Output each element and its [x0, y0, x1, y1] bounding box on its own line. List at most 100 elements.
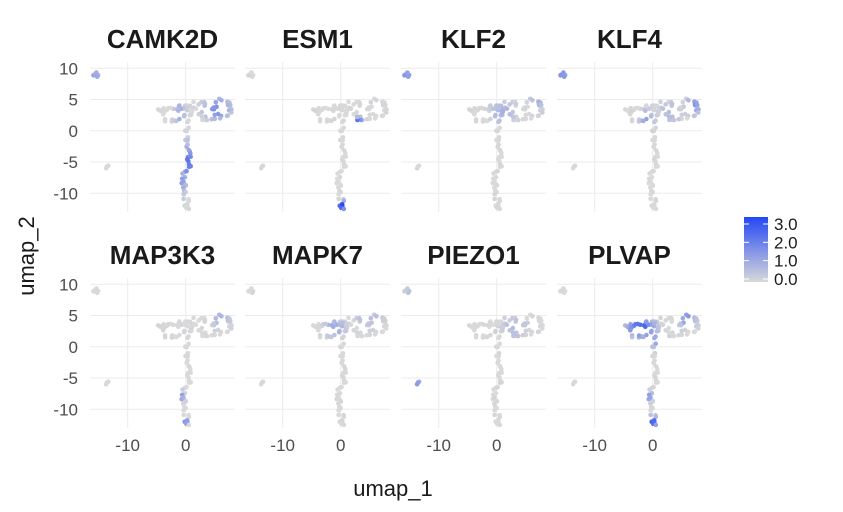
- data-point: [229, 110, 234, 115]
- data-point: [653, 164, 659, 170]
- data-point: [213, 316, 219, 321]
- data-point: [679, 112, 684, 118]
- data-point: [367, 328, 373, 334]
- data-point: [212, 328, 217, 334]
- panel-map3k3: MAP3K3 10 5 0 -5 -10 -10 0: [53, 240, 235, 455]
- data-point: [340, 137, 346, 143]
- data-point: [366, 321, 371, 326]
- data-point: [405, 70, 410, 75]
- data-point: [186, 334, 191, 339]
- data-point: [496, 353, 502, 359]
- data-point: [472, 328, 477, 333]
- data-point: [696, 326, 701, 331]
- data-point: [335, 387, 340, 392]
- data-point: [341, 380, 347, 386]
- data-point: [335, 171, 340, 176]
- data-point: [379, 113, 385, 119]
- data-point: [348, 322, 354, 328]
- data-point: [200, 114, 205, 120]
- data-point: [497, 118, 502, 123]
- data-point: [472, 112, 477, 117]
- data-point: [492, 191, 497, 197]
- data-point: [343, 370, 349, 376]
- data-point: [651, 128, 656, 134]
- data-point: [188, 154, 193, 159]
- data-point: [336, 191, 341, 197]
- data-point: [185, 358, 190, 363]
- data-point: [492, 407, 497, 413]
- data-point: [228, 318, 233, 324]
- data-point: [629, 118, 635, 124]
- data-point: [695, 318, 700, 324]
- data-point: [669, 317, 675, 323]
- data-point: [522, 321, 527, 326]
- data-point: [184, 128, 189, 134]
- y-tick-label: -5: [63, 369, 78, 388]
- y-tick-label: 0: [69, 122, 78, 141]
- data-point: [180, 171, 185, 176]
- data-point: [488, 116, 493, 122]
- data-point: [676, 116, 682, 122]
- data-point: [162, 334, 168, 340]
- data-point: [644, 116, 649, 122]
- data-point: [530, 314, 535, 319]
- data-point: [354, 325, 360, 331]
- data-point: [374, 314, 379, 319]
- data-point: [341, 422, 347, 428]
- legend-label: 1.0: [774, 252, 798, 271]
- data-point: [185, 320, 190, 326]
- data-point: [652, 320, 657, 326]
- data-point: [648, 395, 653, 401]
- data-point: [332, 319, 337, 324]
- data-point: [524, 100, 530, 105]
- data-point: [374, 98, 379, 103]
- panel-camk2d: CAMK2D 10 5 0 -5 -10: [53, 24, 235, 212]
- data-point: [316, 112, 321, 117]
- data-point: [193, 322, 199, 328]
- data-point: [502, 99, 507, 105]
- panel-piezo1: PIEZO1 -10 0: [401, 240, 546, 455]
- data-point: [317, 118, 323, 124]
- data-point: [651, 384, 656, 390]
- data-point: [348, 106, 354, 111]
- legend-label: 2.0: [774, 233, 798, 252]
- data-point: [497, 164, 503, 170]
- data-point: [473, 118, 479, 124]
- data-point: [94, 286, 99, 291]
- data-point: [364, 116, 370, 122]
- data-point: [181, 196, 186, 202]
- data-point: [177, 319, 182, 324]
- x-tick-label: 0: [648, 436, 657, 455]
- data-point: [510, 109, 516, 115]
- data-point: [340, 320, 346, 326]
- data-point: [339, 168, 344, 174]
- data-point: [667, 114, 672, 120]
- data-point: [653, 422, 659, 428]
- data-point: [513, 317, 519, 323]
- data-point: [331, 108, 336, 114]
- data-point: [186, 206, 192, 212]
- data-point: [530, 98, 535, 103]
- data-point: [511, 114, 516, 120]
- data-point: [495, 168, 500, 174]
- data-point: [644, 332, 649, 338]
- data-point: [511, 330, 516, 336]
- data-point: [678, 105, 683, 110]
- x-tick-label: -10: [115, 436, 140, 455]
- data-point: [678, 321, 683, 326]
- y-axis-title: umap_2: [14, 216, 39, 296]
- data-point: [561, 286, 566, 291]
- y-tick-label: 5: [69, 91, 78, 110]
- data-point: [331, 324, 336, 330]
- data-point: [209, 332, 215, 338]
- data-point: [341, 125, 347, 131]
- data-point: [487, 324, 492, 330]
- data-point: [368, 316, 374, 321]
- y-tick-label: 10: [59, 59, 78, 78]
- data-point: [504, 322, 510, 328]
- data-point: [571, 380, 577, 385]
- data-point: [653, 118, 658, 123]
- data-point: [524, 316, 530, 321]
- data-point: [628, 328, 633, 333]
- data-point: [188, 150, 193, 156]
